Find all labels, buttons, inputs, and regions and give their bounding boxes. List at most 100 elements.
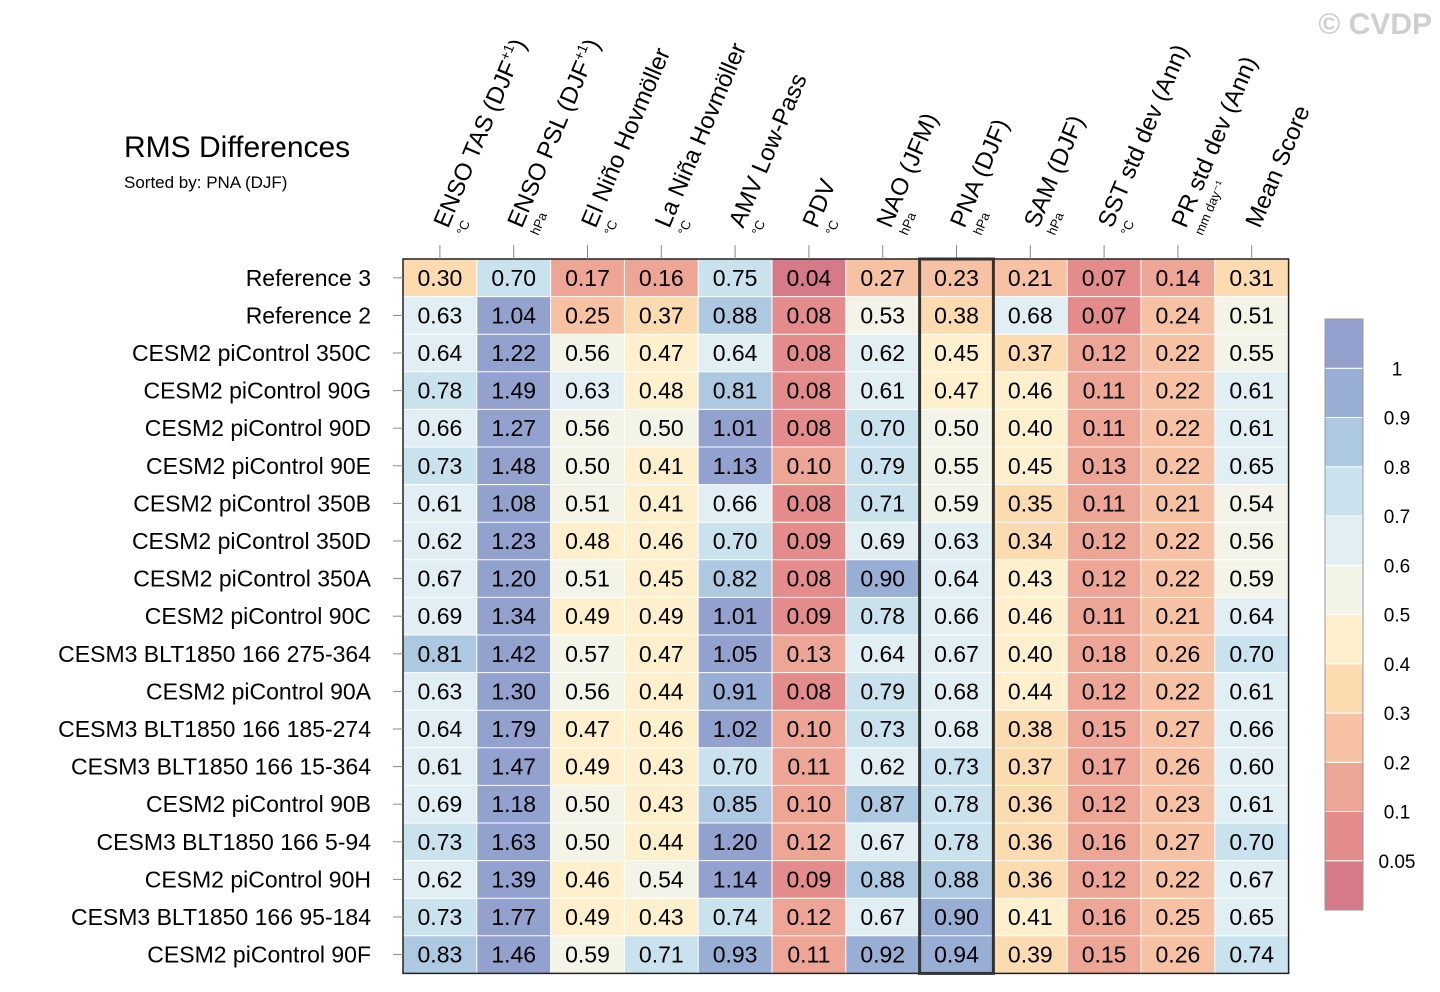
heatmap-cell [772, 635, 846, 673]
heatmap-cell [845, 898, 920, 936]
heatmap-cell [993, 559, 1068, 598]
heatmap-cell [772, 334, 846, 372]
heatmap-cell [1214, 334, 1289, 372]
cell-value: 0.09 [787, 603, 832, 629]
heatmap-cell [993, 296, 1068, 335]
heatmap-cell [698, 409, 772, 447]
cell-value: 0.49 [639, 603, 684, 629]
cell-value: 0.83 [418, 942, 463, 968]
cell-value: 0.10 [787, 453, 832, 479]
heatmap-cell [845, 334, 920, 372]
heatmap-cell [772, 559, 846, 598]
cell-value: 0.25 [565, 302, 610, 328]
colorbar-swatch [1324, 318, 1364, 369]
heatmap-cell [845, 597, 920, 635]
cell-value: 0.69 [860, 528, 905, 554]
cell-value: 0.68 [934, 716, 979, 742]
heatmap-cell [1067, 522, 1141, 560]
cell-value: 0.54 [639, 866, 684, 892]
cell-value: 0.51 [565, 490, 610, 516]
cell-value: 0.73 [934, 754, 979, 780]
cell-value: 0.07 [1082, 302, 1127, 328]
heatmap-cell [1067, 785, 1141, 823]
heatmap-cell [1141, 447, 1215, 485]
heatmap-cell [550, 785, 625, 823]
cell-value: 0.12 [787, 904, 832, 930]
heatmap-cell [845, 522, 920, 560]
cell-value: 0.31 [1229, 265, 1274, 291]
cell-value: 0.13 [1082, 453, 1127, 479]
cell-value: 0.11 [787, 942, 830, 968]
cell-value: 0.08 [787, 302, 832, 328]
cell-value: 0.12 [787, 829, 832, 855]
cell-value: 0.16 [1082, 904, 1127, 930]
heatmap-cell [1214, 559, 1289, 598]
heatmap-cell [550, 898, 625, 936]
colorbar-label: 0.1 [1384, 803, 1410, 824]
cell-value: 1.77 [491, 904, 536, 930]
cell-value: 0.12 [1082, 678, 1127, 704]
cell-value: 1.13 [713, 453, 758, 479]
heatmap-cell [919, 559, 994, 598]
heatmap-cell [476, 371, 551, 410]
column-label-mean-score: Mean Score [1240, 102, 1315, 232]
heatmap-cell [1214, 371, 1289, 410]
colorbar-label: 0.2 [1384, 753, 1410, 774]
cell-value: 0.79 [860, 453, 905, 479]
cell-value: 1.30 [491, 678, 536, 704]
cell-value: 0.11 [1083, 603, 1126, 629]
heatmap-cell [993, 334, 1068, 372]
cell-value: 1.18 [491, 791, 536, 817]
cell-value: 0.18 [1082, 641, 1127, 667]
heatmap-cell [476, 860, 551, 899]
column-label-sam-djf: SAM (DJF)hPa [1019, 112, 1090, 238]
cell-value: 0.38 [1008, 716, 1053, 742]
cell-value: 1.20 [713, 829, 758, 855]
colorbar-label: 0.5 [1384, 606, 1410, 627]
cell-value: 0.07 [1082, 265, 1127, 291]
cell-value: 1.02 [713, 716, 758, 742]
cell-value: 0.51 [565, 566, 610, 592]
cell-value: 0.49 [565, 754, 610, 780]
cell-value: 0.10 [787, 716, 832, 742]
heatmap-cell [403, 259, 477, 297]
row-label: CESM2 piControl 90E [146, 453, 371, 479]
cell-value: 0.45 [639, 566, 684, 592]
cell-value: 0.46 [1008, 378, 1053, 404]
heatmap-cell [698, 447, 772, 485]
colorbar-swatch [1324, 564, 1364, 615]
cell-value: 0.70 [713, 528, 758, 554]
cell-value: 0.26 [1156, 641, 1201, 667]
heatmap-cell [624, 409, 699, 447]
colorbar-swatch [1324, 417, 1364, 468]
cell-value: 0.22 [1156, 453, 1201, 479]
heatmap-cell [476, 522, 551, 560]
heatmap-cell [624, 823, 699, 861]
heatmap-cell [993, 672, 1068, 711]
cell-value: 0.66 [934, 603, 979, 629]
cell-value: 0.27 [1156, 829, 1201, 855]
cell-value: 0.08 [787, 415, 832, 441]
heatmap-cell [919, 522, 994, 560]
row-label: CESM3 BLT1850 166 95-184 [71, 904, 371, 930]
heatmap-cell [403, 860, 477, 899]
cell-value: 0.81 [418, 641, 463, 667]
cell-value: 0.34 [1008, 528, 1053, 554]
cell-value: 1.01 [713, 415, 758, 441]
cell-value: 0.11 [1083, 490, 1126, 516]
heatmap-cell [1067, 747, 1141, 786]
heatmap-cell [1214, 823, 1289, 861]
column-label-superscript: +1 [570, 41, 591, 62]
heatmap-cell [993, 259, 1068, 297]
heatmap-cell [1067, 597, 1141, 635]
cell-value: 0.70 [1229, 641, 1274, 667]
cell-value: 0.11 [1083, 378, 1126, 404]
heatmap-cell [1067, 860, 1141, 899]
heatmap-cell [624, 710, 699, 748]
heatmap-cell [403, 296, 477, 335]
heatmap-cell [476, 296, 551, 335]
cell-value: 1.20 [491, 566, 536, 592]
heatmap-cell [698, 522, 772, 560]
heatmap-cell [624, 447, 699, 485]
